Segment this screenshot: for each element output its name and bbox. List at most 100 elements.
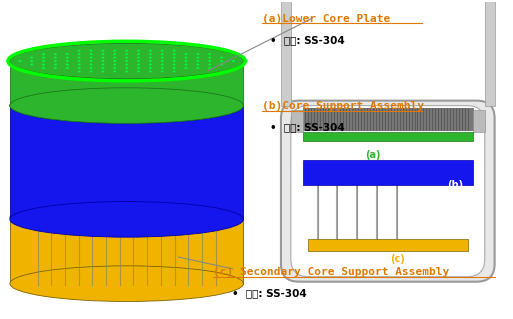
- Ellipse shape: [113, 70, 116, 72]
- Ellipse shape: [161, 56, 164, 59]
- Ellipse shape: [102, 60, 104, 62]
- Ellipse shape: [220, 56, 223, 59]
- Ellipse shape: [153, 93, 167, 102]
- Ellipse shape: [149, 63, 152, 65]
- Ellipse shape: [208, 56, 211, 59]
- Ellipse shape: [161, 53, 164, 55]
- Ellipse shape: [137, 67, 140, 69]
- Ellipse shape: [42, 53, 45, 55]
- Ellipse shape: [77, 63, 81, 65]
- Ellipse shape: [153, 211, 160, 214]
- Ellipse shape: [185, 63, 187, 65]
- Bar: [10, 106, 243, 219]
- Ellipse shape: [125, 56, 128, 59]
- Ellipse shape: [10, 200, 243, 235]
- Ellipse shape: [77, 50, 81, 52]
- Ellipse shape: [120, 109, 133, 118]
- Ellipse shape: [66, 56, 69, 59]
- Ellipse shape: [153, 215, 160, 219]
- Ellipse shape: [198, 215, 204, 219]
- Ellipse shape: [123, 211, 130, 214]
- Ellipse shape: [78, 215, 86, 219]
- Ellipse shape: [102, 63, 104, 65]
- Ellipse shape: [54, 60, 57, 62]
- Text: (b): (b): [447, 180, 463, 190]
- Ellipse shape: [86, 101, 100, 110]
- Ellipse shape: [102, 67, 104, 69]
- Ellipse shape: [137, 70, 140, 72]
- Ellipse shape: [173, 70, 175, 72]
- Ellipse shape: [153, 205, 160, 210]
- Ellipse shape: [30, 63, 33, 65]
- Ellipse shape: [168, 211, 174, 214]
- Ellipse shape: [77, 53, 81, 55]
- Ellipse shape: [149, 53, 152, 55]
- Ellipse shape: [69, 101, 83, 110]
- Ellipse shape: [183, 220, 189, 224]
- Bar: [303, 160, 473, 185]
- Ellipse shape: [173, 60, 175, 62]
- Ellipse shape: [54, 53, 57, 55]
- Ellipse shape: [173, 53, 175, 55]
- Ellipse shape: [86, 93, 100, 102]
- Ellipse shape: [54, 67, 57, 69]
- Text: •  재질: SS-304: • 재질: SS-304: [232, 289, 307, 299]
- Text: (a)Lower Core Plate: (a)Lower Core Plate: [262, 14, 390, 24]
- Ellipse shape: [138, 205, 145, 210]
- Ellipse shape: [187, 101, 201, 110]
- Ellipse shape: [113, 50, 116, 52]
- Ellipse shape: [78, 225, 86, 229]
- Ellipse shape: [102, 56, 104, 59]
- Ellipse shape: [149, 50, 152, 52]
- Ellipse shape: [42, 60, 45, 62]
- Ellipse shape: [10, 266, 243, 301]
- Bar: [303, 108, 473, 130]
- Ellipse shape: [196, 53, 200, 55]
- Ellipse shape: [170, 93, 184, 102]
- Ellipse shape: [34, 220, 41, 224]
- Ellipse shape: [136, 101, 150, 110]
- Ellipse shape: [123, 220, 130, 224]
- Ellipse shape: [66, 60, 69, 62]
- Ellipse shape: [77, 70, 81, 72]
- Ellipse shape: [196, 60, 200, 62]
- Bar: [10, 217, 243, 284]
- Ellipse shape: [86, 109, 100, 118]
- Ellipse shape: [49, 211, 56, 214]
- Ellipse shape: [35, 101, 49, 110]
- Ellipse shape: [149, 70, 152, 72]
- Ellipse shape: [187, 93, 201, 102]
- Ellipse shape: [35, 109, 49, 118]
- Text: (b)Core Support Assembly: (b)Core Support Assembly: [262, 100, 424, 111]
- Ellipse shape: [103, 101, 117, 110]
- Ellipse shape: [66, 63, 69, 65]
- Ellipse shape: [185, 67, 187, 69]
- Ellipse shape: [138, 215, 145, 219]
- Ellipse shape: [93, 211, 101, 214]
- Ellipse shape: [138, 211, 145, 214]
- Ellipse shape: [64, 220, 71, 224]
- Ellipse shape: [49, 215, 56, 219]
- Ellipse shape: [125, 63, 128, 65]
- Ellipse shape: [183, 211, 189, 214]
- Ellipse shape: [125, 53, 128, 55]
- Ellipse shape: [78, 205, 86, 210]
- Ellipse shape: [64, 215, 71, 219]
- Ellipse shape: [113, 56, 116, 59]
- Ellipse shape: [208, 60, 211, 62]
- Text: (c) Secondary Core Support Assembly: (c) Secondary Core Support Assembly: [213, 267, 449, 277]
- Bar: [303, 132, 473, 141]
- Ellipse shape: [161, 60, 164, 62]
- Bar: [485, 0, 495, 106]
- Ellipse shape: [52, 101, 66, 110]
- Ellipse shape: [10, 43, 243, 79]
- Ellipse shape: [93, 215, 101, 219]
- FancyBboxPatch shape: [281, 100, 495, 282]
- Ellipse shape: [19, 101, 33, 110]
- Ellipse shape: [125, 60, 128, 62]
- Ellipse shape: [168, 225, 174, 229]
- Bar: [473, 109, 485, 132]
- Ellipse shape: [93, 205, 101, 210]
- Ellipse shape: [108, 215, 115, 219]
- Ellipse shape: [185, 53, 187, 55]
